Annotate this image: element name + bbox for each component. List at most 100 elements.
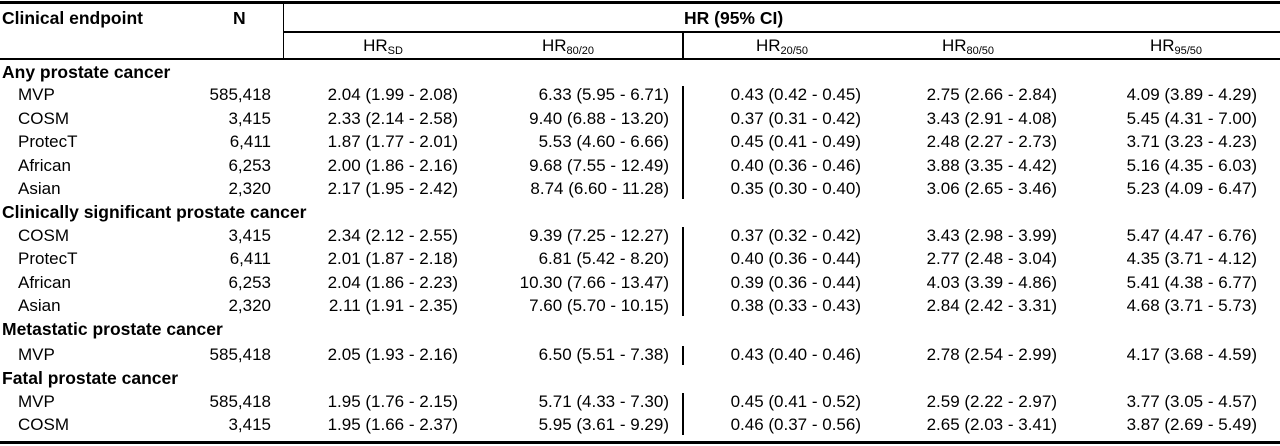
row-hr-ci-value: 4.35 (3.71 - 4.12) bbox=[1126, 249, 1257, 269]
row-hr-ci-value: 1.87 (1.77 - 2.01) bbox=[327, 132, 458, 152]
section-title: Fatal prostate cancer bbox=[2, 368, 179, 389]
row-cohort-name: COSM bbox=[18, 108, 69, 128]
row-hr-ci-value: 0.45 (0.41 - 0.49) bbox=[730, 132, 861, 152]
row-hr-ci-value: 9.68 (7.55 - 12.49) bbox=[529, 155, 669, 175]
row-hr-ci-value: 1.95 (1.76 - 2.15) bbox=[327, 391, 458, 411]
row-hr-ci-value: 5.71 (4.33 - 7.30) bbox=[538, 391, 669, 411]
header-n-divider-rule bbox=[283, 4, 284, 58]
row-hr-ci-value: 2.84 (2.42 - 3.31) bbox=[926, 296, 1057, 315]
header-hr-20-50: HR20/50 bbox=[742, 35, 822, 57]
row-hr-ci-value: 6.50 (5.51 - 7.38) bbox=[538, 344, 669, 364]
row-cohort-name: African bbox=[18, 155, 71, 175]
row-cohort-name: COSM bbox=[18, 225, 69, 245]
section-title: Any prostate cancer bbox=[2, 62, 171, 82]
header-hr-group: HR (95% CI) bbox=[684, 8, 784, 28]
row-hr-ci-value: 2.04 (1.99 - 2.08) bbox=[327, 85, 458, 105]
row-hr-ci-value: 2.34 (2.12 - 2.55) bbox=[327, 225, 458, 245]
row-n-value: 6,253 bbox=[228, 272, 271, 292]
row-hr-ci-value: 4.68 (3.71 - 5.73) bbox=[1126, 296, 1257, 315]
row-hr-ci-value: 7.60 (5.70 - 10.15) bbox=[529, 296, 669, 315]
header-clinical-endpoint: Clinical endpoint bbox=[2, 8, 143, 28]
header-hr-subscript: SD bbox=[387, 45, 403, 57]
row-n-value: 2,320 bbox=[228, 296, 271, 315]
row-hr-ci-value: 3.06 (2.65 - 3.46) bbox=[926, 179, 1057, 198]
row-hr-ci-value: 2.78 (2.54 - 2.99) bbox=[926, 344, 1057, 364]
header-hr-95-50: HR95/50 bbox=[1136, 35, 1216, 57]
column-divider-rule bbox=[682, 392, 684, 436]
row-n-value: 585,418 bbox=[209, 391, 271, 411]
row-n-value: 2,320 bbox=[228, 179, 271, 198]
row-hr-ci-value: 5.95 (3.61 - 9.29) bbox=[538, 415, 669, 434]
row-hr-ci-value: 0.40 (0.36 - 0.44) bbox=[730, 249, 861, 269]
row-hr-ci-value: 8.74 (6.60 - 11.28) bbox=[530, 179, 669, 198]
row-hr-ci-value: 2.05 (1.93 - 2.16) bbox=[327, 344, 458, 364]
row-hr-ci-value: 9.40 (6.88 - 13.20) bbox=[529, 108, 669, 128]
row-n-value: 3,415 bbox=[228, 108, 271, 128]
row-hr-ci-value: 0.46 (0.37 - 0.56) bbox=[730, 415, 861, 434]
row-hr-ci-value: 3.88 (3.35 - 4.42) bbox=[926, 155, 1057, 175]
column-divider-rule bbox=[682, 86, 684, 200]
row-hr-ci-value: 5.45 (4.31 - 7.00) bbox=[1126, 108, 1257, 128]
row-hr-ci-value: 2.17 (1.95 - 2.42) bbox=[327, 179, 458, 198]
row-n-value: 6,411 bbox=[229, 249, 271, 269]
row-hr-ci-value: 2.75 (2.66 - 2.84) bbox=[926, 85, 1057, 105]
header-hr-80-50: HR80/50 bbox=[928, 35, 1008, 57]
row-hr-ci-value: 0.45 (0.41 - 0.52) bbox=[730, 391, 861, 411]
row-hr-ci-value: 2.77 (2.48 - 3.04) bbox=[926, 249, 1057, 269]
row-cohort-name: MVP bbox=[18, 344, 55, 364]
row-hr-ci-value: 10.30 (7.66 - 13.47) bbox=[519, 272, 669, 292]
column-divider-rule bbox=[682, 345, 684, 366]
row-hr-ci-value: 0.40 (0.36 - 0.46) bbox=[730, 155, 861, 175]
header-hr-base: HR bbox=[541, 36, 567, 55]
row-hr-ci-value: 0.43 (0.42 - 0.45) bbox=[730, 85, 861, 105]
row-cohort-name: ProtecT bbox=[18, 132, 78, 152]
row-hr-ci-value: 5.23 (4.09 - 6.47) bbox=[1126, 179, 1257, 198]
row-hr-ci-value: 4.09 (3.89 - 4.29) bbox=[1126, 85, 1257, 105]
row-hr-ci-value: 2.59 (2.22 - 2.97) bbox=[926, 391, 1057, 411]
row-n-value: 3,415 bbox=[228, 415, 271, 434]
header-hr-subscript: 95/50 bbox=[1174, 45, 1203, 57]
row-n-value: 3,415 bbox=[228, 225, 271, 245]
row-hr-ci-value: 9.39 (7.25 - 12.27) bbox=[529, 225, 669, 245]
row-hr-ci-value: 5.16 (4.35 - 6.03) bbox=[1126, 155, 1257, 175]
header-hr-base: HR bbox=[363, 36, 388, 55]
top-rule bbox=[0, 1, 1280, 4]
column-divider-rule bbox=[682, 226, 684, 317]
row-hr-ci-value: 2.48 (2.27 - 2.73) bbox=[926, 132, 1057, 152]
row-hr-ci-value: 6.33 (5.95 - 6.71) bbox=[538, 85, 669, 105]
row-hr-ci-value: 2.04 (1.86 - 2.23) bbox=[327, 272, 458, 292]
row-hr-ci-value: 3.43 (2.91 - 4.08) bbox=[926, 108, 1057, 128]
group-header-rule bbox=[283, 31, 1280, 33]
row-hr-ci-value: 3.71 (3.23 - 4.23) bbox=[1126, 132, 1257, 152]
row-hr-ci-value: 0.35 (0.30 - 0.40) bbox=[730, 179, 861, 198]
row-cohort-name: MVP bbox=[18, 85, 55, 105]
row-cohort-name: Asian bbox=[18, 179, 61, 198]
bottom-rule bbox=[0, 441, 1280, 444]
header-hr-subscript: 20/50 bbox=[780, 45, 809, 57]
header-n: N bbox=[233, 8, 246, 28]
row-hr-ci-value: 0.37 (0.32 - 0.42) bbox=[730, 225, 861, 245]
row-cohort-name: MVP bbox=[18, 391, 55, 411]
row-n-value: 6,411 bbox=[229, 132, 271, 152]
row-hr-ci-value: 5.41 (4.38 - 6.77) bbox=[1126, 272, 1257, 292]
header-hr-subscript: 80/20 bbox=[566, 45, 595, 57]
row-hr-ci-value: 6.81 (5.42 - 8.20) bbox=[538, 249, 669, 269]
row-cohort-name: African bbox=[18, 272, 71, 292]
row-cohort-name: ProtecT bbox=[18, 249, 78, 269]
row-hr-ci-value: 5.53 (4.60 - 6.66) bbox=[538, 132, 669, 152]
header-hr-subscript: 80/50 bbox=[966, 45, 995, 57]
row-hr-ci-value: 0.38 (0.33 - 0.43) bbox=[730, 296, 861, 315]
row-hr-ci-value: 4.03 (3.39 - 4.86) bbox=[926, 272, 1057, 292]
row-hr-ci-value: 3.87 (2.69 - 5.49) bbox=[1126, 415, 1257, 434]
row-hr-ci-value: 2.65 (2.03 - 3.41) bbox=[926, 415, 1057, 434]
row-hr-ci-value: 0.39 (0.36 - 0.44) bbox=[730, 272, 861, 292]
row-hr-ci-value: 3.77 (3.05 - 4.57) bbox=[1126, 391, 1257, 411]
header-hr-base: HR bbox=[1149, 36, 1175, 55]
row-cohort-name: Asian bbox=[18, 296, 61, 315]
row-hr-ci-value: 2.00 (1.86 - 2.16) bbox=[327, 155, 458, 175]
row-hr-ci-value: 1.95 (1.66 - 2.37) bbox=[327, 415, 458, 434]
header-column-divider-rule bbox=[682, 33, 684, 58]
section-title: Clinically significant prostate cancer bbox=[2, 202, 307, 223]
row-hr-ci-value: 2.11 (1.91 - 2.35) bbox=[328, 296, 458, 315]
